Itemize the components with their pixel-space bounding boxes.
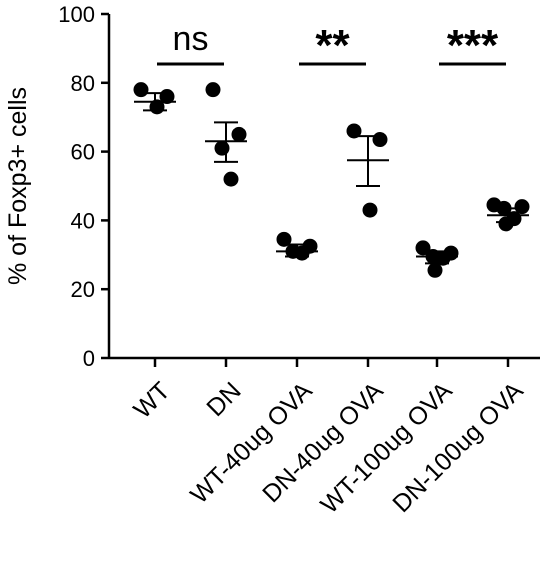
- data-point: [223, 171, 239, 187]
- data-point: [362, 202, 378, 218]
- data-point: [346, 123, 362, 139]
- data-point: [133, 82, 149, 98]
- significance-label: ns: [173, 20, 209, 58]
- significance-label: ***: [447, 21, 499, 70]
- plot-area: [133, 82, 530, 278]
- y-tick-label: 0: [83, 346, 95, 371]
- x-tick-label: DN-40ug OVA: [257, 377, 389, 509]
- data-point: [214, 140, 230, 156]
- y-tick-label: 60: [71, 140, 95, 165]
- data-point: [427, 262, 443, 278]
- x-tick-label: WT: [128, 377, 175, 424]
- data-point: [231, 126, 247, 142]
- data-point: [514, 199, 530, 215]
- x-tick-label: DN-100ug OVA: [387, 377, 529, 519]
- data-point: [498, 216, 514, 232]
- data-point: [205, 82, 221, 98]
- data-point: [435, 250, 451, 266]
- data-point: [372, 132, 388, 148]
- y-tick-label: 20: [71, 277, 95, 302]
- y-tick-label: 80: [71, 71, 95, 96]
- significance-annotations: ns ** ***: [157, 20, 506, 70]
- y-axis-label: % of Foxp3+ cells: [4, 87, 32, 285]
- x-tick-label: WT-40ug OVA: [185, 377, 318, 510]
- y-axis: 0 20 40 60 80 100: [58, 2, 111, 371]
- y-tick-label: 100: [58, 2, 95, 27]
- data-point: [276, 231, 292, 247]
- significance-label: **: [315, 21, 350, 70]
- x-tick-label: DN: [201, 377, 246, 422]
- y-tick-label: 40: [71, 208, 95, 233]
